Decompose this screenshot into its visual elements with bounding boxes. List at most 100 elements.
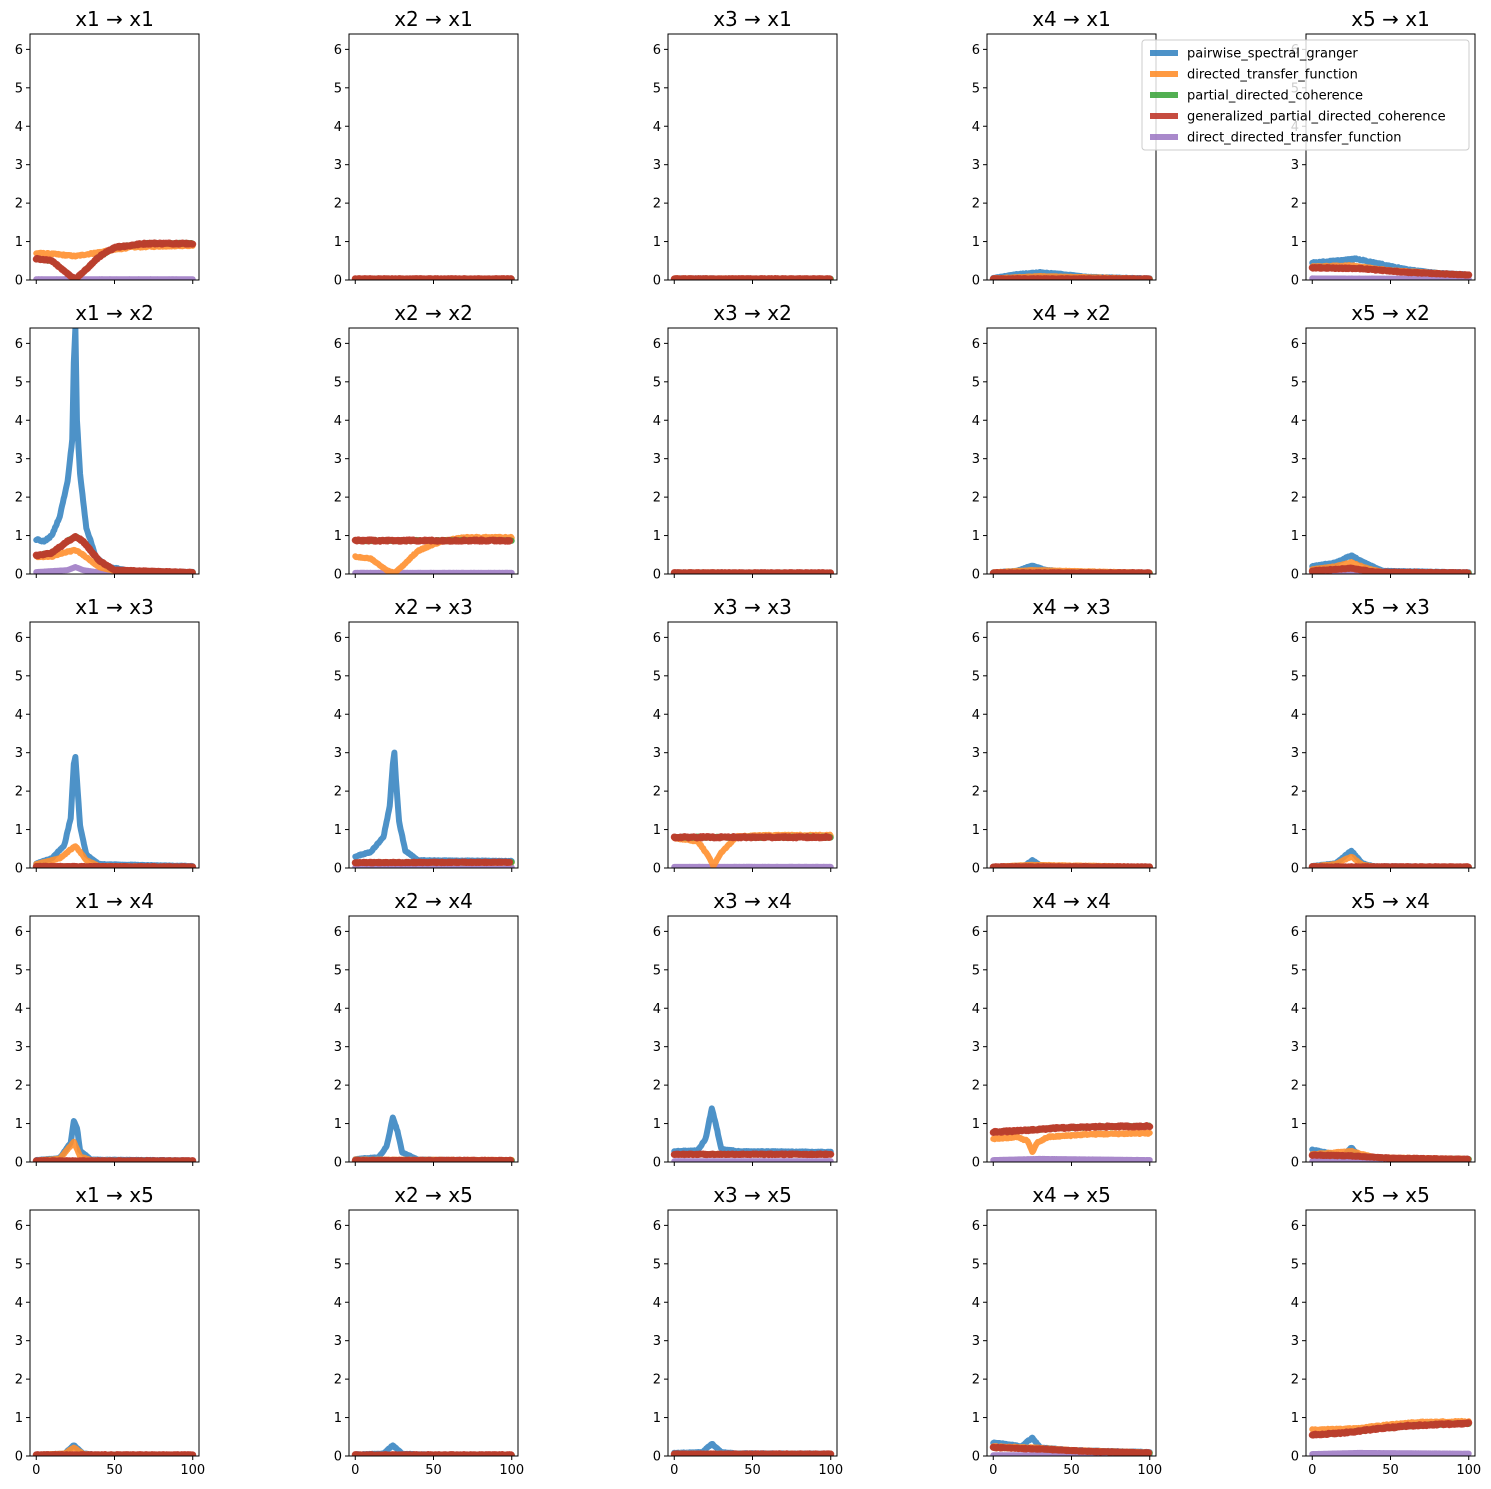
panel-title: x5 → x1 — [1351, 7, 1430, 31]
panel-series — [32, 753, 197, 868]
y-tick-label: 3 — [653, 1334, 661, 1349]
y-tick-label: 1 — [972, 235, 980, 250]
series-line-generalized-partial-directed-coherence — [989, 863, 1154, 868]
panel: x2 → x4 0 1 2 3 4 5 6 — [334, 889, 519, 1171]
axes-frame — [348, 1209, 519, 1457]
panel-series — [989, 857, 1154, 868]
y-tick-label: 4 — [972, 414, 980, 429]
panel-series — [351, 1114, 516, 1162]
panel-title: x2 → x5 — [394, 1183, 473, 1207]
panel-series — [989, 268, 1154, 280]
x-tick-label: 0 — [351, 1463, 359, 1478]
y-tick-label: 1 — [1291, 529, 1299, 544]
y-tick-label: 1 — [334, 529, 342, 544]
y-tick-label: 3 — [653, 746, 661, 761]
panel: x5 → x2 0 1 2 3 4 5 6 — [1291, 301, 1476, 583]
y-tick-label: 3 — [15, 1040, 23, 1055]
y-tick-label: 6 — [653, 1219, 661, 1234]
y-tick-label: 1 — [334, 1117, 342, 1132]
y-tick-label: 6 — [334, 1219, 342, 1234]
panel: x2 → x1 0 1 2 3 4 5 6 — [334, 7, 519, 289]
axes-frame — [29, 915, 200, 1163]
y-tick-label: 6 — [972, 337, 980, 352]
x-tick-label: 50 — [106, 1463, 123, 1478]
x-tick-label: 100 — [818, 1463, 843, 1478]
panel-title: x1 → x2 — [75, 301, 154, 325]
series-line-generalized-partial-directed-coherence — [670, 1150, 835, 1159]
panel-series — [351, 275, 516, 280]
axes-frame — [1305, 915, 1476, 1163]
y-tick-label: 0 — [972, 1450, 980, 1465]
axes-frame — [29, 1209, 200, 1457]
y-tick-label: 6 — [334, 631, 342, 646]
panel-series — [351, 749, 516, 868]
y-tick-label: 2 — [1291, 785, 1299, 800]
y-tick-label: 3 — [972, 452, 980, 467]
axes-frame — [667, 33, 838, 281]
panel-series — [670, 831, 835, 868]
y-tick-label: 4 — [972, 120, 980, 135]
panel-series — [1308, 1144, 1473, 1162]
x-tick-label: 0 — [32, 1463, 40, 1478]
y-tick-label: 2 — [15, 197, 23, 212]
series-line-generalized-partial-directed-coherence — [351, 275, 516, 280]
y-tick-label: 5 — [15, 1257, 23, 1272]
y-tick-label: 4 — [15, 708, 23, 723]
series-line-pairwise-spectral-granger — [352, 1114, 515, 1162]
panel-title: x1 → x3 — [75, 595, 154, 619]
y-tick-label: 2 — [972, 1079, 980, 1094]
y-tick-label: 5 — [334, 669, 342, 684]
y-tick-label: 4 — [1291, 1002, 1299, 1017]
panel-title: x5 → x3 — [1351, 595, 1430, 619]
panel-title: x1 → x5 — [75, 1183, 154, 1207]
y-tick-label: 2 — [1291, 491, 1299, 506]
y-tick-label: 2 — [1291, 197, 1299, 212]
y-tick-label: 2 — [653, 1373, 661, 1388]
y-tick-label: 6 — [1291, 337, 1299, 352]
panel-title: x1 → x4 — [75, 889, 154, 913]
y-tick-label: 0 — [334, 274, 342, 289]
series-line-generalized-partial-directed-coherence — [1308, 263, 1473, 279]
y-tick-label: 0 — [1291, 1156, 1299, 1171]
panel-title: x2 → x4 — [394, 889, 473, 913]
y-tick-label: 1 — [972, 529, 980, 544]
series-line-directed-transfer-function — [990, 1129, 1153, 1156]
y-tick-label: 4 — [972, 708, 980, 723]
y-tick-label: 1 — [334, 235, 342, 250]
panel: x3 → x2 0 1 2 3 4 5 6 — [653, 301, 838, 583]
axes-frame — [1305, 327, 1476, 575]
y-tick-label: 1 — [15, 1411, 23, 1426]
axes-frame — [348, 33, 519, 281]
x-tick-label: 50 — [1063, 1463, 1080, 1478]
y-tick-label: 1 — [1291, 1117, 1299, 1132]
y-tick-label: 6 — [15, 631, 23, 646]
y-tick-label: 2 — [653, 491, 661, 506]
panel-title: x5 → x2 — [1351, 301, 1430, 325]
y-tick-label: 6 — [653, 43, 661, 58]
panel-series — [989, 562, 1154, 574]
panel-series — [32, 1118, 197, 1162]
y-tick-label: 1 — [972, 1411, 980, 1426]
panel-series — [989, 1434, 1154, 1456]
panel-series — [1308, 552, 1473, 574]
y-tick-label: 5 — [972, 81, 980, 96]
series-line-generalized-partial-directed-coherence — [351, 536, 516, 545]
axes-frame — [29, 621, 200, 869]
panel: x1 → x5 0 1 2 3 4 5 6 0 50 100 — [15, 1183, 205, 1478]
legend-label: directed_transfer_function — [1187, 68, 1358, 83]
y-tick-label: 4 — [15, 120, 23, 135]
y-tick-label: 3 — [1291, 452, 1299, 467]
y-tick-label: 2 — [15, 785, 23, 800]
legend-label: generalized_partial_directed_coherence — [1187, 110, 1446, 125]
y-tick-label: 4 — [15, 1002, 23, 1017]
series-line-pairwise-spectral-granger — [352, 749, 515, 865]
y-tick-label: 2 — [334, 1373, 342, 1388]
y-tick-label: 1 — [1291, 1411, 1299, 1426]
y-tick-label: 0 — [1291, 862, 1299, 877]
y-tick-label: 0 — [334, 1156, 342, 1171]
y-tick-label: 6 — [1291, 631, 1299, 646]
y-tick-label: 0 — [653, 274, 661, 289]
legend-label: direct_directed_transfer_function — [1187, 131, 1402, 146]
y-tick-label: 0 — [15, 568, 23, 583]
y-tick-label: 1 — [653, 1411, 661, 1426]
